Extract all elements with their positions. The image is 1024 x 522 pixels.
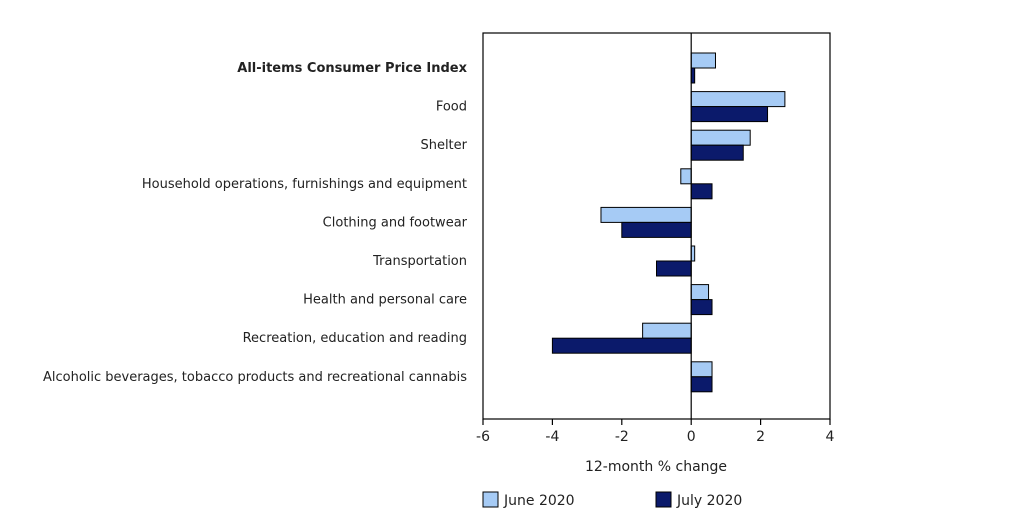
bar-june-2020 xyxy=(690,361,713,378)
bar-june-2020 xyxy=(600,206,692,223)
bar-july-2020 xyxy=(690,183,713,200)
category-label: Recreation, education and reading xyxy=(243,331,467,346)
bar-june-2020 xyxy=(642,322,692,339)
legend-label: July 2020 xyxy=(676,493,742,509)
x-tick-label: -6 xyxy=(476,429,490,445)
x-tick-label: 0 xyxy=(687,429,696,445)
category-labels: All-items Consumer Price Index Food Shelte… xyxy=(43,61,468,385)
x-tick-label: -2 xyxy=(615,429,629,445)
bar-july-2020 xyxy=(690,106,769,123)
category-label: Clothing and footwear xyxy=(323,215,468,230)
legend: June 2020 July 2020 xyxy=(482,491,742,509)
x-tick-label: 4 xyxy=(826,429,835,445)
legend-label: June 2020 xyxy=(503,493,575,509)
legend-swatch xyxy=(655,491,672,508)
bar-june-2020 xyxy=(690,52,716,69)
bar-july-2020 xyxy=(656,260,692,277)
bar-july-2020 xyxy=(551,337,692,354)
x-tick-label: 2 xyxy=(756,429,765,445)
bar-june-2020 xyxy=(690,129,751,146)
bar-july-2020 xyxy=(690,376,713,393)
bar-july-2020 xyxy=(690,299,713,316)
category-label: All-items Consumer Price Index xyxy=(237,61,467,76)
category-label: Shelter xyxy=(420,138,467,153)
bar-july-2020 xyxy=(621,221,692,238)
x-axis-ticks: -6 -4 -2 0 2 4 xyxy=(476,419,835,445)
x-tick-label: -4 xyxy=(545,429,559,445)
plot-frame xyxy=(482,32,831,420)
category-label: Household operations, furnishings and eq… xyxy=(142,177,467,192)
category-label: Health and personal care xyxy=(303,293,467,308)
legend-swatch xyxy=(482,491,499,508)
bars xyxy=(551,52,786,393)
category-label: Transportation xyxy=(372,254,467,269)
bar-june-2020 xyxy=(690,284,710,301)
bar-june-2020 xyxy=(680,168,692,185)
bar-july-2020 xyxy=(690,144,744,161)
category-label: Alcoholic beverages, tobacco products an… xyxy=(43,370,467,385)
x-axis-title: 12-month % change xyxy=(585,459,727,475)
category-label: Food xyxy=(436,100,467,115)
bar-june-2020 xyxy=(690,91,786,108)
